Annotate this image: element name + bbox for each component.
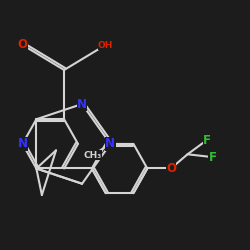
Text: CH₃: CH₃ bbox=[84, 150, 102, 160]
Text: F: F bbox=[208, 150, 216, 164]
Text: N: N bbox=[18, 137, 28, 150]
Text: O: O bbox=[166, 162, 176, 175]
Text: F: F bbox=[203, 134, 211, 146]
Text: O: O bbox=[18, 38, 28, 52]
Text: OH: OH bbox=[98, 40, 113, 50]
Text: N: N bbox=[105, 137, 115, 150]
Text: N: N bbox=[77, 98, 87, 110]
